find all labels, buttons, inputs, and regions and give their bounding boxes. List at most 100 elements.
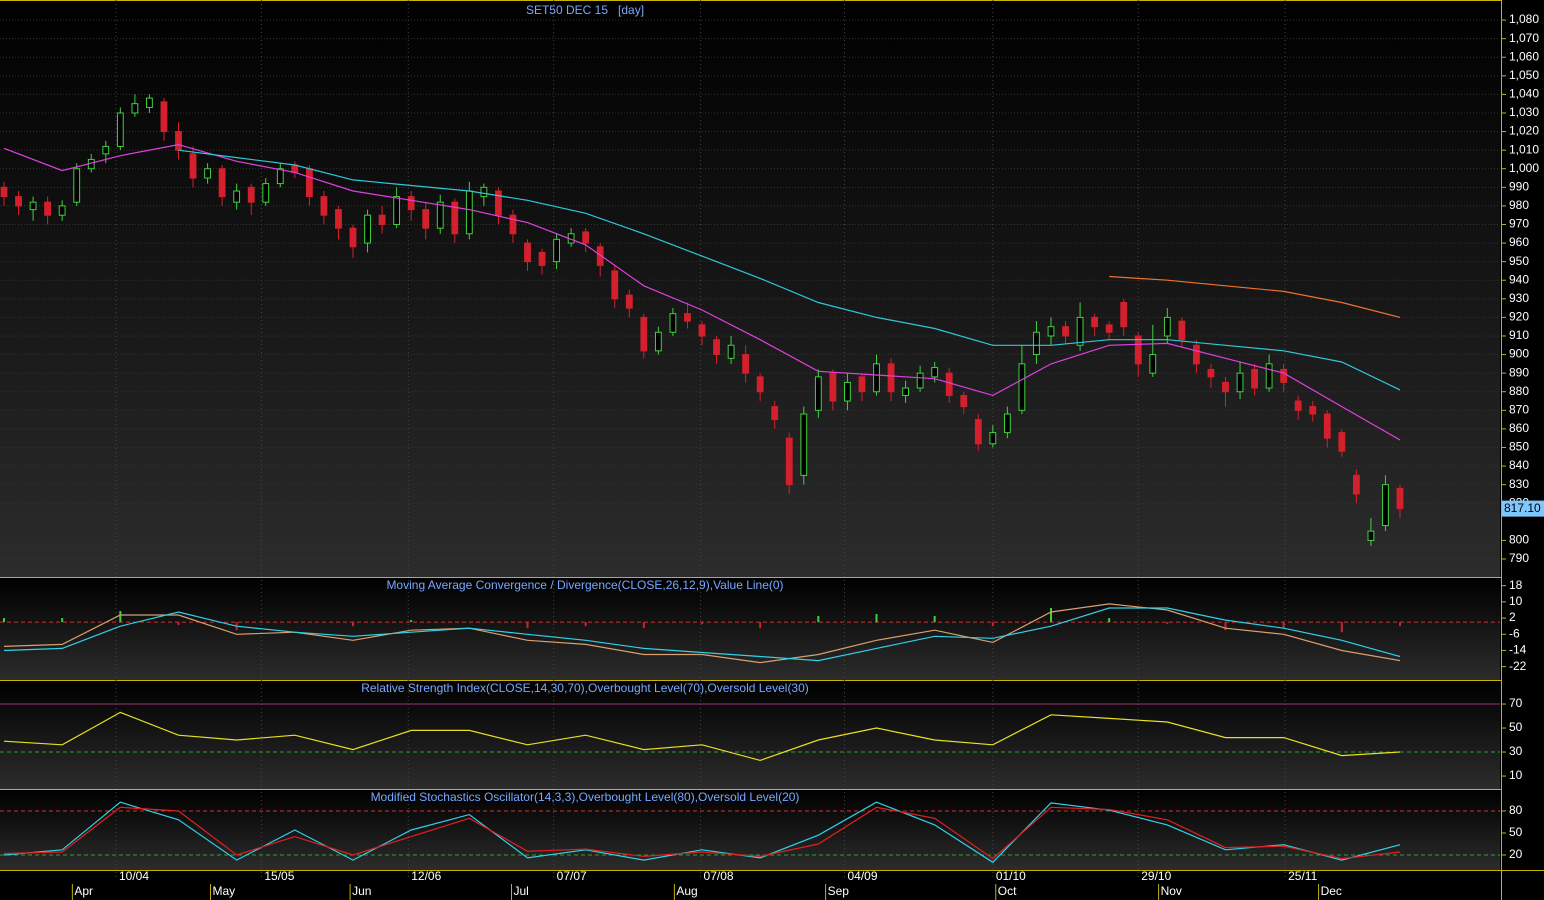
y-tick-label: 1,080	[1509, 12, 1539, 26]
candle-body	[407, 196, 415, 211]
candle-body	[1105, 324, 1113, 333]
month-label: Dec	[1321, 884, 1342, 898]
candle-body	[1062, 326, 1069, 337]
candle-body	[844, 381, 851, 402]
y-tick-label: 50	[1509, 825, 1523, 839]
y-tick-label: 900	[1509, 347, 1529, 361]
candle-body	[538, 251, 546, 266]
month-label: Jul	[514, 884, 529, 898]
candle-body	[465, 190, 473, 235]
candle-body	[1076, 316, 1084, 346]
y-tick-label: 30	[1509, 744, 1523, 758]
y-tick-label: 980	[1509, 198, 1529, 212]
candle-body	[73, 168, 81, 203]
month-label: Aug	[676, 884, 697, 898]
rsi-panel	[0, 681, 1500, 789]
candle-body	[916, 372, 924, 389]
y-tick-label: 1,040	[1509, 87, 1539, 101]
price-panel	[0, 0, 1500, 577]
y-tick-label: 2	[1509, 610, 1516, 624]
candle-body	[945, 372, 953, 396]
candle-body	[684, 313, 691, 322]
candle-body	[1222, 381, 1229, 393]
indicator-line	[1109, 275, 1401, 318]
candle-body	[931, 367, 939, 378]
candle-body	[669, 313, 677, 333]
candle-body	[436, 201, 444, 229]
candle-body	[247, 186, 255, 203]
candle-body	[0, 186, 8, 198]
y-tick-label: 990	[1509, 179, 1529, 193]
y-tick-label: 1,050	[1509, 68, 1539, 82]
candle-body	[1265, 363, 1273, 389]
indicator-line	[3, 806, 1401, 860]
candle-body	[1236, 372, 1244, 393]
candle-body	[1149, 354, 1157, 374]
y-tick-label: 960	[1509, 235, 1529, 249]
month-label: Nov	[1161, 884, 1182, 898]
candle-body	[1163, 316, 1171, 337]
month-label: Oct	[998, 884, 1017, 898]
candle-body	[742, 354, 750, 374]
candle-body	[800, 413, 808, 476]
candle-body	[480, 186, 488, 198]
y-tick-label: 1,020	[1509, 124, 1539, 138]
x-tick-label: 04/09	[848, 869, 878, 883]
candle-body	[1120, 302, 1128, 328]
candle-body	[902, 387, 909, 396]
candle-body	[320, 196, 328, 216]
y-tick-label: -14	[1509, 643, 1527, 657]
y-tick-label: 10	[1509, 768, 1523, 782]
panel-title: Relative Strength Index(CLOSE,14,30,70),…	[361, 681, 809, 695]
candle-body	[771, 406, 779, 421]
y-tick-label: 10	[1509, 594, 1523, 608]
candle-body	[1280, 368, 1288, 383]
candle-body	[1367, 530, 1375, 541]
indicator-line	[3, 607, 1401, 662]
candle-body	[146, 97, 153, 108]
y-tick-label: 1,060	[1509, 49, 1539, 63]
candle-body	[58, 205, 66, 216]
y-tick-label: 50	[1509, 720, 1523, 734]
y-tick-label: 930	[1509, 291, 1529, 305]
candle-body	[814, 376, 822, 411]
x-tick-label: 12/06	[411, 869, 441, 883]
candle-body	[422, 209, 430, 229]
candle-body	[29, 201, 37, 211]
panel-title: Moving Average Convergence / Divergence(…	[386, 578, 783, 592]
indicator-line	[3, 603, 1401, 664]
candle-body	[102, 145, 110, 155]
candle-body	[1178, 320, 1186, 341]
candle-body	[960, 394, 968, 408]
candle-body	[654, 331, 662, 352]
candle-body	[1251, 368, 1258, 389]
candle-body	[858, 376, 866, 393]
candle-body	[1193, 344, 1200, 365]
candle-body	[131, 103, 139, 114]
candle-body	[349, 227, 357, 248]
candle-body	[15, 196, 22, 207]
y-tick-label: 1,000	[1509, 161, 1539, 175]
y-tick-label: 18	[1509, 578, 1523, 592]
candle-body	[1294, 400, 1302, 411]
candle-body	[175, 131, 182, 151]
candle-body	[160, 101, 168, 133]
y-tick-label: -22	[1509, 659, 1527, 673]
candle-body	[1207, 368, 1215, 378]
candle-body	[364, 214, 371, 244]
candle-body	[873, 363, 880, 393]
y-tick-label: 880	[1509, 384, 1529, 398]
candle-body	[1382, 484, 1389, 527]
candle-body	[989, 432, 997, 445]
last-price-label: 817.10	[1504, 501, 1541, 515]
x-tick-label: 07/07	[557, 869, 587, 883]
candle-body	[640, 316, 648, 352]
candle-body	[524, 242, 531, 263]
candle-body	[553, 238, 560, 263]
candle-body	[698, 324, 706, 337]
x-tick-label: 01/10	[996, 869, 1026, 883]
y-tick-label: 920	[1509, 310, 1529, 324]
indicator-line	[3, 801, 1401, 864]
